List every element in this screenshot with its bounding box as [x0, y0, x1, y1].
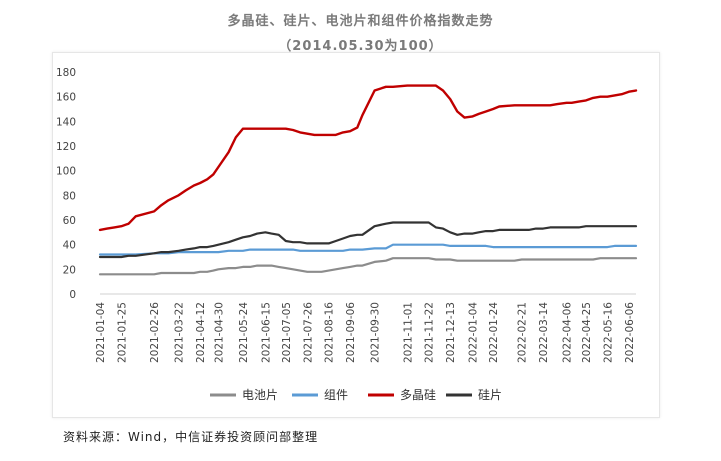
x-tick-label: 2022-01-04 [468, 302, 480, 363]
x-tick-label: 2021-04-12 [195, 302, 207, 363]
legend-label: 多晶硅 [400, 388, 436, 402]
x-tick-label: 2022-02-21 [517, 302, 529, 363]
series-line-电池片 [98, 257, 638, 276]
x-tick-label: 2021-11-22 [424, 302, 436, 363]
x-tick-label: 2022-05-16 [602, 302, 614, 363]
chart-title: 多晶硅、硅片、电池片和组件价格指数走势 [227, 14, 494, 29]
x-tick-label: 2021-01-25 [116, 302, 128, 363]
legend-label: 电池片 [242, 388, 278, 402]
x-tick-label: 2022-03-14 [538, 302, 550, 363]
x-tick-label: 2021-09-30 [370, 302, 382, 363]
x-tick-label: 2021-12-13 [445, 302, 457, 363]
x-axis: 2021-01-04 2021-01-25 2021-02-26 2021-03-22… [95, 293, 636, 363]
x-tick-label: 2022-06-06 [624, 302, 636, 363]
y-tick-label: 80 [63, 190, 76, 202]
x-tick-label: 2022-01-24 [488, 302, 500, 363]
x-tick-label: 2021-02-26 [149, 302, 161, 363]
y-tick-label: 140 [56, 116, 76, 128]
series-line-多晶硅 [98, 84, 638, 232]
x-tick-label: 2022-04-06 [562, 302, 574, 363]
series-line-硅片 [98, 221, 638, 259]
x-tick-label: 2021-11-01 [402, 302, 414, 363]
x-tick-label: 2022-04-25 [581, 302, 593, 363]
legend-label: 硅片 [478, 388, 502, 402]
x-tick-label: 2021-07-05 [281, 302, 293, 363]
x-tick-label: 2021-03-22 [174, 302, 186, 363]
x-tick-label: 2021-06-15 [260, 302, 272, 363]
x-tick-label: 2021-01-04 [95, 302, 107, 363]
y-tick-label: 160 [56, 92, 76, 104]
y-axis: 0 20 40 60 80 100 120 140 160 180 [56, 67, 76, 301]
y-tick-label: 100 [56, 166, 76, 178]
y-tick-label: 40 [63, 240, 76, 252]
plot-area [98, 84, 638, 276]
x-tick-label: 2021-08-16 [324, 302, 336, 363]
x-tick-label: 2021-04-30 [213, 302, 225, 363]
x-tick-label: 2021-05-24 [238, 302, 250, 363]
legend: 电池片 组件 多晶硅 硅片 [210, 388, 502, 402]
x-tick-label: 2021-07-26 [302, 302, 314, 363]
y-tick-label: 120 [56, 141, 76, 153]
source-note: 资料来源：Wind，中信证券投资顾问部整理 [63, 430, 319, 444]
y-tick-label: 60 [63, 215, 76, 227]
chart-subtitle: （2014.05.30为100） [278, 39, 443, 54]
legend-label: 组件 [324, 388, 348, 402]
y-tick-label: 20 [63, 264, 76, 276]
series-line-组件 [98, 243, 638, 256]
y-tick-label: 180 [56, 67, 76, 79]
y-tick-label: 0 [69, 289, 76, 301]
x-tick-label: 2021-09-06 [345, 302, 357, 363]
